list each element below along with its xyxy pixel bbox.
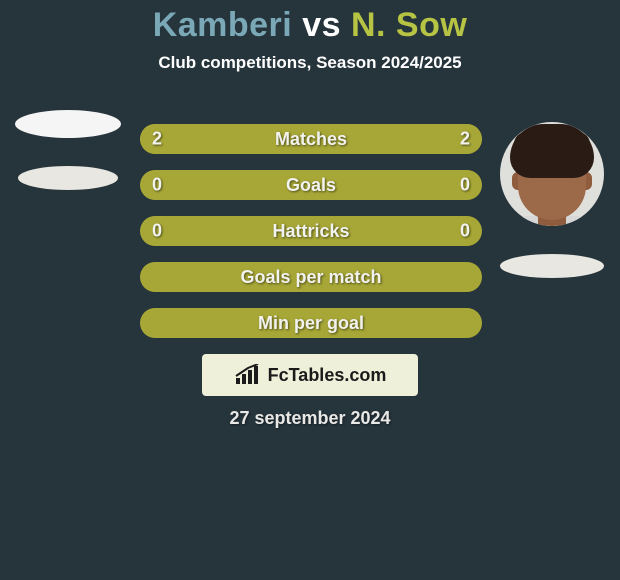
page-title: Kamberi vs N. Sow — [0, 0, 620, 45]
player-right-avatar — [500, 122, 604, 226]
player-right-ellipse — [500, 254, 604, 278]
stat-value-left: 2 — [152, 129, 162, 150]
subtitle: Club competitions, Season 2024/2025 — [0, 53, 620, 73]
stat-row: Min per goal — [140, 308, 482, 338]
stat-row: 2 Matches 2 — [140, 124, 482, 154]
stat-row: 0 Hattricks 0 — [140, 216, 482, 246]
stat-value-left: 0 — [152, 175, 162, 196]
stat-label: Goals per match — [240, 267, 381, 288]
title-right-player: N. Sow — [351, 6, 467, 44]
player-left — [8, 110, 128, 190]
avatar-face-icon — [500, 122, 604, 226]
date-text: 27 september 2024 — [0, 408, 620, 429]
stat-label: Min per goal — [258, 313, 364, 334]
title-left-player: Kamberi — [153, 6, 293, 44]
stat-row: Goals per match — [140, 262, 482, 292]
stat-value-right: 2 — [460, 129, 470, 150]
stat-rows: 2 Matches 2 0 Goals 0 0 Hattricks 0 Goal… — [140, 124, 482, 354]
player-right — [492, 122, 612, 278]
bar-chart-icon — [234, 364, 262, 386]
stat-value-left: 0 — [152, 221, 162, 242]
player-left-ellipse-2 — [18, 166, 118, 190]
stat-row: 0 Goals 0 — [140, 170, 482, 200]
comparison-card: Kamberi vs N. Sow Club competitions, Sea… — [0, 0, 620, 580]
title-vs: vs — [302, 6, 351, 44]
logo-text: FcTables.com — [268, 365, 387, 386]
player-left-ellipse-1 — [15, 110, 121, 138]
stat-label: Hattricks — [272, 221, 349, 242]
logo-box[interactable]: FcTables.com — [202, 354, 418, 396]
stat-label: Matches — [275, 129, 347, 150]
stat-label: Goals — [286, 175, 336, 196]
stat-value-right: 0 — [460, 221, 470, 242]
stat-value-right: 0 — [460, 175, 470, 196]
